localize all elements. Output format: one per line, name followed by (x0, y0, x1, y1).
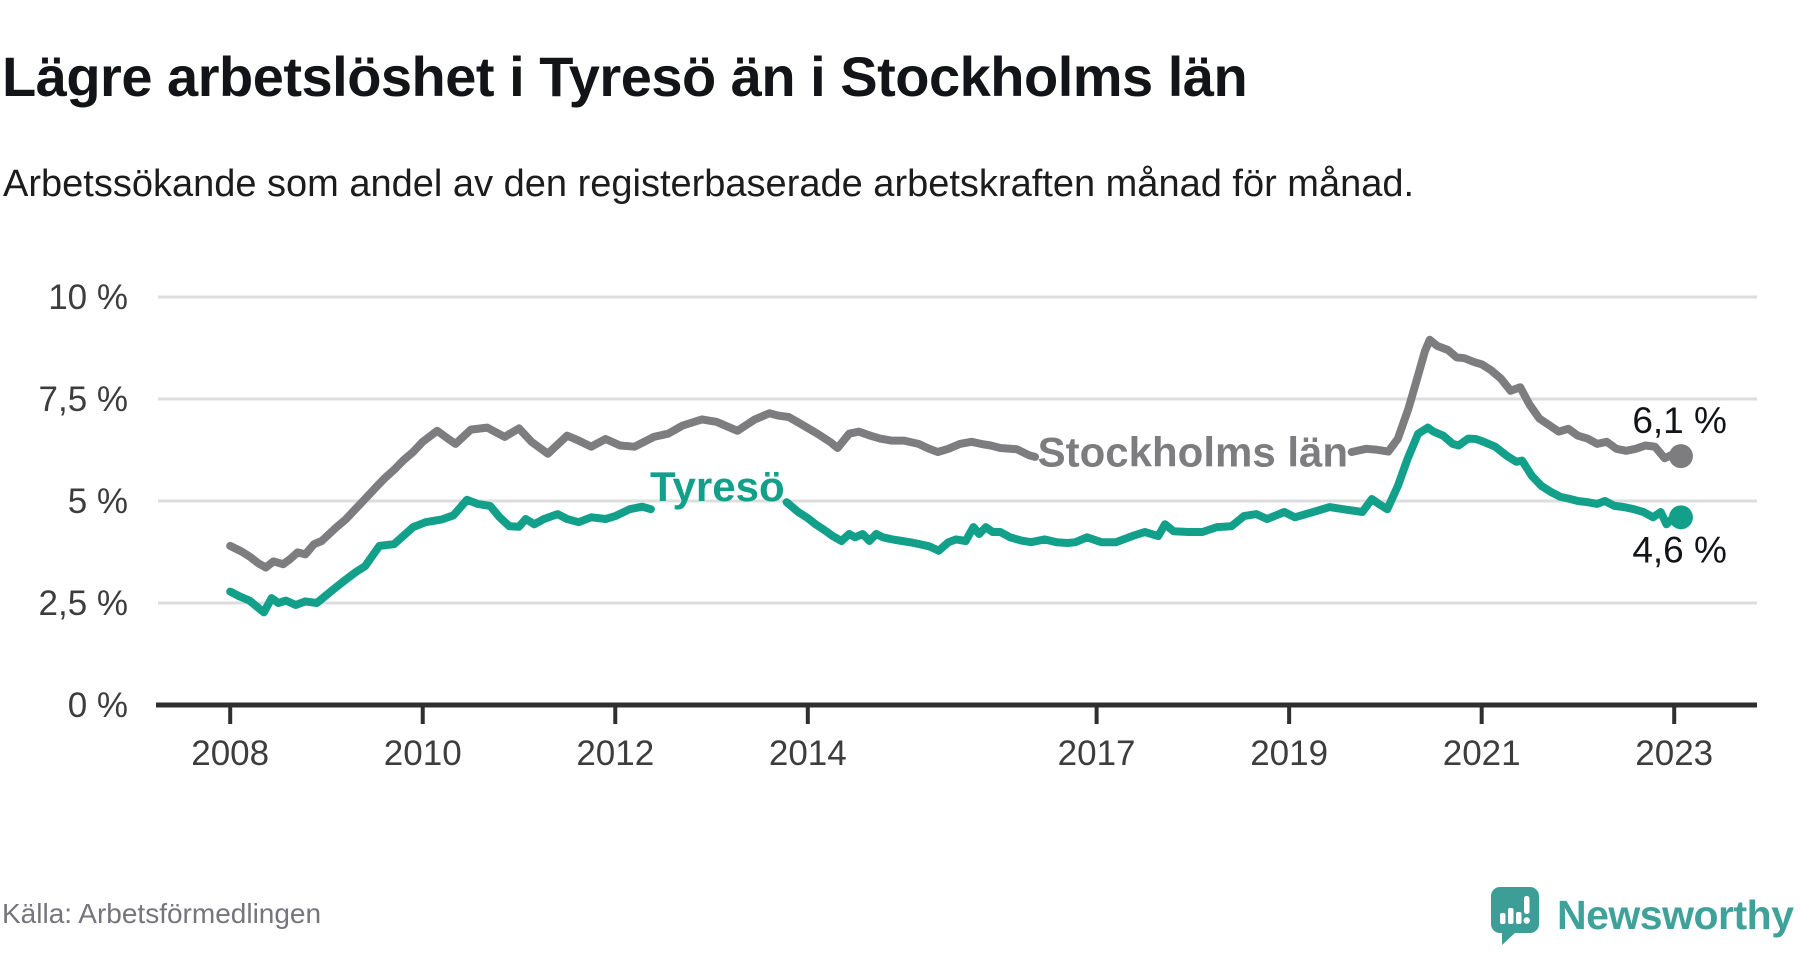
chart-subtitle: Arbetssökande som andel av den registerb… (3, 163, 1415, 205)
end-dot-stockholms-lan (1668, 444, 1693, 469)
series-line-tyreso (782, 423, 1685, 555)
end-value-label-stockholms-lan: 6,1 % (1632, 400, 1727, 441)
x-axis-tick-label: 2019 (1250, 734, 1328, 773)
newsworthy-logo: Newsworthy (1489, 886, 1794, 946)
series-line-stockholms-lan (1347, 335, 1685, 463)
x-axis-tick-label: 2021 (1443, 734, 1521, 773)
series-line-stockholms-lan (226, 409, 1039, 572)
x-axis-tick-label: 2012 (576, 734, 654, 773)
series-label-tyreso: Tyresö (650, 463, 785, 510)
end-value-label-tyreso: 4,6 % (1632, 529, 1727, 570)
x-axis-tick-label: 2017 (1058, 734, 1136, 773)
newsworthy-wordmark: Newsworthy (1557, 892, 1794, 938)
y-axis-tick-label: 0 % (68, 686, 128, 725)
series-label-stockholms-lan: Stockholms län (1038, 429, 1348, 476)
source-text: Källa: Arbetsförmedlingen (2, 898, 322, 929)
y-axis-tick-label: 10 % (48, 278, 128, 317)
chart-title: Lägre arbetslöshet i Tyresö än i Stockho… (2, 44, 1248, 108)
y-axis-tick-label: 7,5 % (39, 380, 129, 419)
x-axis-tick-label: 2010 (384, 734, 462, 773)
y-axis-tick-label: 5 % (68, 482, 128, 521)
series-line-tyreso (226, 495, 655, 617)
y-axis-tick-label: 2,5 % (39, 584, 129, 623)
x-axis-tick-label: 2008 (191, 734, 269, 773)
newsworthy-bubble-icon (1491, 887, 1539, 945)
end-dot-tyreso (1668, 505, 1693, 530)
x-axis-tick-label: 2023 (1635, 734, 1713, 773)
x-axis-tick-label: 2014 (769, 734, 847, 773)
